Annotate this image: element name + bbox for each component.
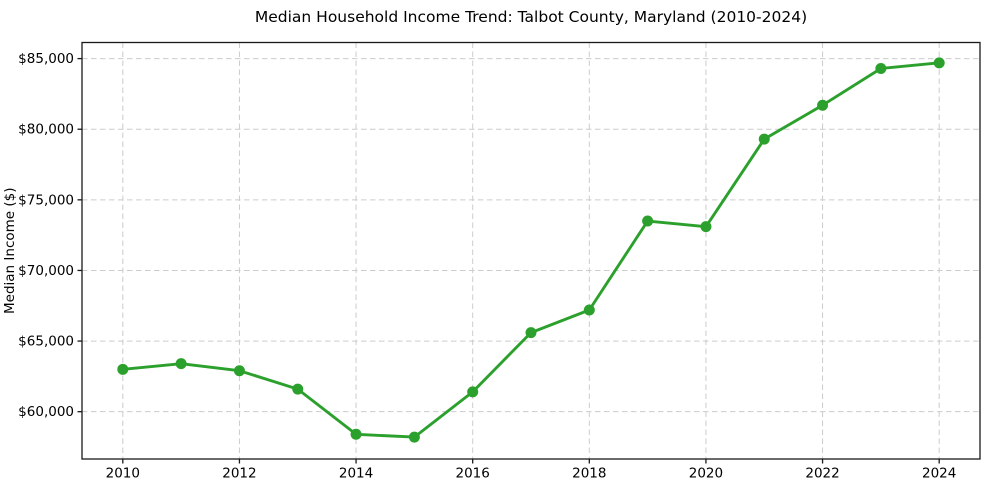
y-tick-label: $60,000 <box>18 404 74 420</box>
x-tick-label: 2020 <box>689 466 723 482</box>
x-tick-label: 2016 <box>456 466 490 482</box>
data-point-marker <box>817 99 829 111</box>
x-tick-label: 2022 <box>805 466 839 482</box>
data-point-marker <box>525 327 537 339</box>
data-point-marker <box>117 363 129 375</box>
plot-root: $60,000 $65,000 $70,000 $75,000 $80,000 $85,0… <box>18 41 981 482</box>
data-point-marker <box>467 386 479 398</box>
data-point-marker <box>875 62 887 74</box>
y-tick-label: $80,000 <box>18 122 74 138</box>
data-point-marker <box>175 358 187 370</box>
data-point-marker <box>233 365 245 377</box>
data-point-marker <box>350 428 362 440</box>
x-tick-label: 2014 <box>339 466 373 482</box>
data-point-marker <box>933 57 945 69</box>
y-tick-label: $85,000 <box>18 51 74 67</box>
y-tick-label: $75,000 <box>18 192 74 208</box>
x-tick-label: 2012 <box>222 466 256 482</box>
trend-line <box>121 61 941 439</box>
x-tick-label: 2018 <box>572 466 606 482</box>
data-point-marker <box>758 133 770 145</box>
data-point-marker <box>642 215 654 227</box>
x-tick-label: 2010 <box>106 466 140 482</box>
data-point-marker <box>292 383 304 395</box>
chart-title: Median Household Income Trend: Talbot Co… <box>254 8 808 26</box>
x-tick-label: 2024 <box>922 466 956 482</box>
data-point-marker <box>583 304 595 316</box>
y-axis-label: Median Income ($) <box>2 188 18 314</box>
axes-border <box>81 41 981 460</box>
y-tick-label: $65,000 <box>18 334 74 350</box>
data-point-marker <box>408 431 420 443</box>
y-tick-label: $70,000 <box>18 263 74 279</box>
data-point-marker <box>700 221 712 233</box>
